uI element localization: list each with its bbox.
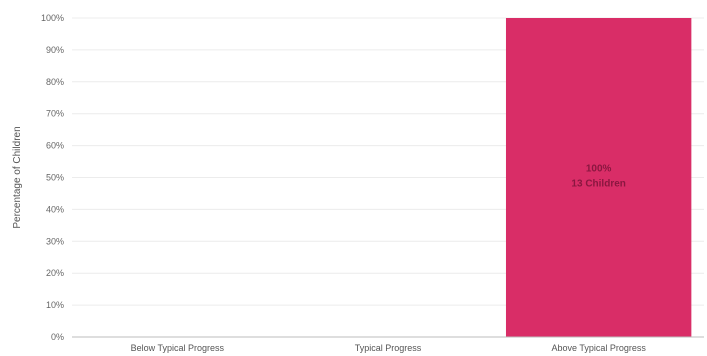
y-axis-title: Percentage of Children <box>12 126 23 228</box>
x-tick-label: Above Typical Progress <box>551 343 646 353</box>
y-tick-label: 90% <box>46 45 64 55</box>
x-axis-labels: Below Typical Progress Typical Progress Ab… <box>131 343 647 353</box>
y-tick-label: 60% <box>46 141 64 151</box>
y-tick-label: 80% <box>46 77 64 87</box>
y-tick-label: 100% <box>41 13 64 23</box>
data-labels: 100% 13 Children <box>571 164 625 190</box>
x-tick-label: Typical Progress <box>355 343 422 353</box>
bars <box>505 18 692 337</box>
y-tick-label: 20% <box>46 268 64 278</box>
data-label-percent: 100% <box>586 164 612 175</box>
y-tick-label: 0% <box>51 332 64 342</box>
data-label-count: 13 Children <box>571 179 625 190</box>
y-tick-label: 10% <box>46 300 64 310</box>
y-tick-label: 50% <box>46 173 64 183</box>
y-axis-ticks: 0% 10% 20% 30% 40% 50% 60% 70% 80% 90% 100% <box>41 13 64 342</box>
y-tick-label: 70% <box>46 109 64 119</box>
bar-above-typical-progress <box>505 18 692 337</box>
x-tick-label: Below Typical Progress <box>131 343 225 353</box>
y-tick-label: 40% <box>46 204 64 214</box>
y-tick-label: 30% <box>46 236 64 246</box>
